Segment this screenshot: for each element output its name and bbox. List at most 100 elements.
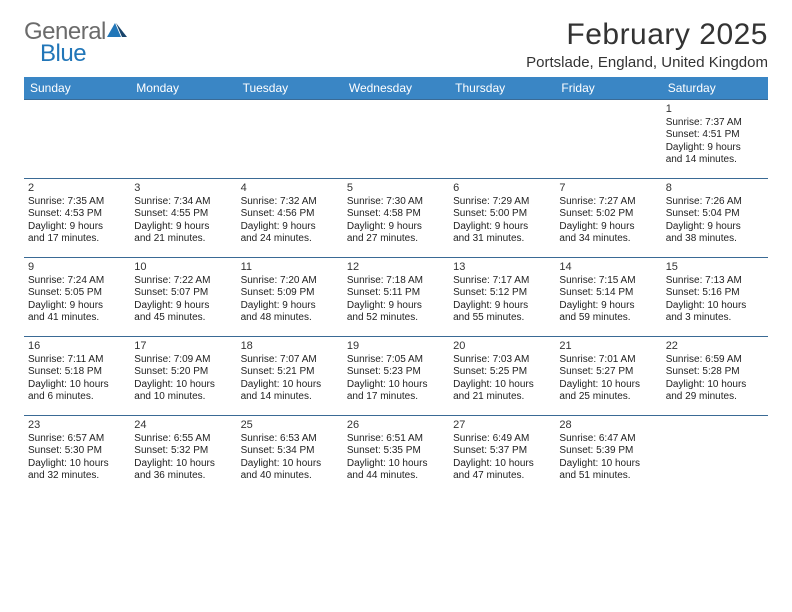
day-sunset: Sunset: 5:23 PM xyxy=(347,366,445,379)
day-cell: 4Sunrise: 7:32 AMSunset: 4:56 PMDaylight… xyxy=(237,179,343,257)
day-sunset: Sunset: 4:55 PM xyxy=(134,208,232,221)
day-sunrise: Sunrise: 6:53 AM xyxy=(241,433,339,446)
location-subtitle: Portslade, England, United Kingdom xyxy=(526,54,768,71)
day-number: 24 xyxy=(134,419,232,433)
day-day2: and 34 minutes. xyxy=(559,233,657,246)
day-day2: and 29 minutes. xyxy=(666,391,764,404)
day-day1: Daylight: 10 hours xyxy=(559,379,657,392)
day-sunset: Sunset: 5:34 PM xyxy=(241,445,339,458)
day-number: 25 xyxy=(241,419,339,433)
day-number: 26 xyxy=(347,419,445,433)
day-number: 27 xyxy=(453,419,551,433)
day-day2: and 31 minutes. xyxy=(453,233,551,246)
day-number: 3 xyxy=(134,182,232,196)
day-cell: 19Sunrise: 7:05 AMSunset: 5:23 PMDayligh… xyxy=(343,337,449,415)
day-cell: 25Sunrise: 6:53 AMSunset: 5:34 PMDayligh… xyxy=(237,416,343,494)
day-sunset: Sunset: 5:09 PM xyxy=(241,287,339,300)
day-day2: and 6 minutes. xyxy=(28,391,126,404)
day-day2: and 32 minutes. xyxy=(28,470,126,483)
day-day1: Daylight: 9 hours xyxy=(134,300,232,313)
day-sunrise: Sunrise: 7:03 AM xyxy=(453,354,551,367)
day-day2: and 59 minutes. xyxy=(559,312,657,325)
day-day2: and 14 minutes. xyxy=(241,391,339,404)
day-cell xyxy=(555,100,661,178)
day-number: 17 xyxy=(134,340,232,354)
week-row: 23Sunrise: 6:57 AMSunset: 5:30 PM Dayligh… xyxy=(24,415,768,494)
day-number: 4 xyxy=(241,182,339,196)
week-row: 2Sunrise: 7:35 AMSunset: 4:53 PMDaylight… xyxy=(24,178,768,257)
day-sunrise: Sunrise: 6:51 AM xyxy=(347,433,445,446)
day-number: 2 xyxy=(28,182,126,196)
day-sunrise: Sunrise: 7:20 AM xyxy=(241,275,339,288)
weekday-header-row: Sunday Monday Tuesday Wednesday Thursday… xyxy=(24,77,768,99)
day-sunrise: Sunrise: 6:47 AM xyxy=(559,433,657,446)
day-sunrise: Sunrise: 7:07 AM xyxy=(241,354,339,367)
day-sunset: Sunset: 5:30 PM xyxy=(28,445,126,458)
day-day1: Daylight: 9 hours xyxy=(28,300,126,313)
day-day2: and 55 minutes. xyxy=(453,312,551,325)
day-day2: and 48 minutes. xyxy=(241,312,339,325)
day-sunrise: Sunrise: 7:13 AM xyxy=(666,275,764,288)
day-cell: 10Sunrise: 7:22 AMSunset: 5:07 PMDayligh… xyxy=(130,258,236,336)
day-number: 12 xyxy=(347,261,445,275)
day-sunrise: Sunrise: 7:17 AM xyxy=(453,275,551,288)
weekday-monday: Monday xyxy=(130,77,236,99)
day-cell: 20Sunrise: 7:03 AMSunset: 5:25 PMDayligh… xyxy=(449,337,555,415)
weekday-friday: Friday xyxy=(555,77,661,99)
day-sunset: Sunset: 5:04 PM xyxy=(666,208,764,221)
day-day1: Daylight: 9 hours xyxy=(347,300,445,313)
day-day1: Daylight: 10 hours xyxy=(347,458,445,471)
day-cell: 27Sunrise: 6:49 AMSunset: 5:37 PMDayligh… xyxy=(449,416,555,494)
day-day2: and 25 minutes. xyxy=(559,391,657,404)
day-number: 7 xyxy=(559,182,657,196)
day-cell: 17Sunrise: 7:09 AMSunset: 5:20 PMDayligh… xyxy=(130,337,236,415)
day-sunset: Sunset: 5:02 PM xyxy=(559,208,657,221)
day-number: 22 xyxy=(666,340,764,354)
day-number: 6 xyxy=(453,182,551,196)
day-day1: Daylight: 10 hours xyxy=(134,379,232,392)
day-day2: and 21 minutes. xyxy=(134,233,232,246)
day-cell: 24Sunrise: 6:55 AMSunset: 5:32 PMDayligh… xyxy=(130,416,236,494)
day-sunrise: Sunrise: 7:30 AM xyxy=(347,196,445,209)
day-number: 16 xyxy=(28,340,126,354)
day-cell xyxy=(130,100,236,178)
calendar-page: General Blue February 2025 Portslade, En… xyxy=(0,0,792,512)
day-sunset: Sunset: 5:16 PM xyxy=(666,287,764,300)
day-day1: Daylight: 10 hours xyxy=(666,300,764,313)
page-header: General Blue February 2025 Portslade, En… xyxy=(24,18,768,71)
weekday-saturday: Saturday xyxy=(662,77,768,99)
day-cell: 8Sunrise: 7:26 AMSunset: 5:04 PMDaylight… xyxy=(662,179,768,257)
day-day1: Daylight: 10 hours xyxy=(453,379,551,392)
day-sunset: Sunset: 5:14 PM xyxy=(559,287,657,300)
day-day1: Daylight: 10 hours xyxy=(666,379,764,392)
day-sunrise: Sunrise: 7:05 AM xyxy=(347,354,445,367)
weekday-tuesday: Tuesday xyxy=(237,77,343,99)
day-number: 23 xyxy=(28,419,126,433)
day-cell: 9Sunrise: 7:24 AMSunset: 5:05 PMDaylight… xyxy=(24,258,130,336)
day-sunrise: Sunrise: 7:27 AM xyxy=(559,196,657,209)
day-number: 11 xyxy=(241,261,339,275)
day-day1: Daylight: 10 hours xyxy=(453,458,551,471)
day-number: 14 xyxy=(559,261,657,275)
day-sunrise: Sunrise: 6:57 AM xyxy=(28,433,126,446)
day-cell: 18Sunrise: 7:07 AMSunset: 5:21 PMDayligh… xyxy=(237,337,343,415)
day-day2: and 21 minutes. xyxy=(453,391,551,404)
day-cell: 7Sunrise: 7:27 AMSunset: 5:02 PMDaylight… xyxy=(555,179,661,257)
day-day2: and 27 minutes. xyxy=(347,233,445,246)
day-day2: and 24 minutes. xyxy=(241,233,339,246)
day-day1: Daylight: 9 hours xyxy=(28,221,126,234)
day-day2: and 17 minutes. xyxy=(347,391,445,404)
day-number: 18 xyxy=(241,340,339,354)
day-day1: Daylight: 10 hours xyxy=(28,379,126,392)
day-sunset: Sunset: 4:51 PM xyxy=(666,129,764,142)
day-cell: 14Sunrise: 7:15 AMSunset: 5:14 PMDayligh… xyxy=(555,258,661,336)
day-day2: and 52 minutes. xyxy=(347,312,445,325)
day-sunrise: Sunrise: 7:32 AM xyxy=(241,196,339,209)
day-sunset: Sunset: 5:00 PM xyxy=(453,208,551,221)
day-number: 8 xyxy=(666,182,764,196)
day-sunset: Sunset: 5:28 PM xyxy=(666,366,764,379)
logo: General Blue xyxy=(24,18,129,68)
day-sunset: Sunset: 5:27 PM xyxy=(559,366,657,379)
day-day1: Daylight: 10 hours xyxy=(241,458,339,471)
weeks-container: 1Sunrise: 7:37 AMSunset: 4:51 PMDaylight… xyxy=(24,99,768,494)
